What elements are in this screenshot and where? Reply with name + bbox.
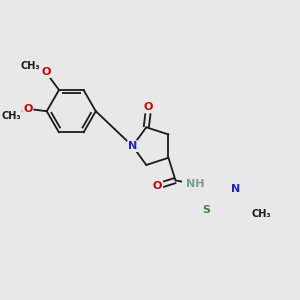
Text: CH₃: CH₃ xyxy=(251,209,271,219)
Text: O: O xyxy=(153,181,162,191)
Text: O: O xyxy=(41,67,50,77)
Text: N: N xyxy=(128,141,137,151)
Text: O: O xyxy=(144,103,153,112)
Text: O: O xyxy=(23,104,32,114)
Text: CH₃: CH₃ xyxy=(21,61,40,71)
Text: CH₃: CH₃ xyxy=(2,111,21,121)
Text: S: S xyxy=(202,205,210,215)
Text: N: N xyxy=(231,184,240,194)
Text: NH: NH xyxy=(186,179,205,189)
